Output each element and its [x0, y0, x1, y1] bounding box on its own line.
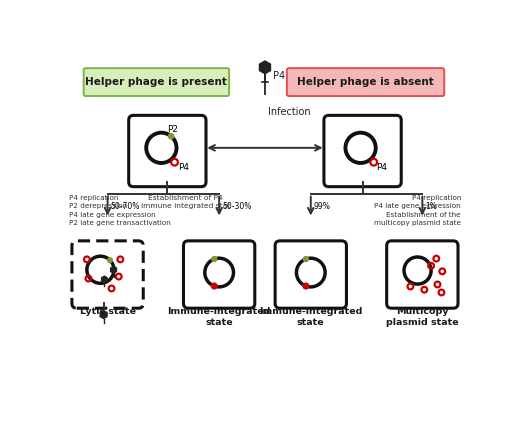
Text: 50-30%: 50-30%: [222, 202, 252, 211]
Circle shape: [212, 257, 217, 262]
Text: Helper phage is present: Helper phage is present: [85, 77, 227, 87]
Polygon shape: [102, 276, 107, 283]
Circle shape: [303, 257, 308, 262]
Polygon shape: [260, 61, 270, 74]
FancyBboxPatch shape: [129, 115, 206, 186]
Text: P4: P4: [273, 71, 285, 81]
FancyBboxPatch shape: [275, 241, 346, 308]
Text: Immune-integrated
state: Immune-integrated state: [168, 307, 271, 328]
Circle shape: [169, 134, 174, 139]
Text: P4: P4: [178, 163, 190, 172]
FancyBboxPatch shape: [84, 68, 229, 96]
Polygon shape: [111, 267, 116, 273]
Polygon shape: [100, 311, 107, 319]
Text: Establishment of P4
immune integrated stat: Establishment of P4 immune integrated st…: [141, 195, 230, 210]
FancyBboxPatch shape: [184, 241, 255, 308]
Text: P2: P2: [168, 125, 178, 134]
Text: Infection: Infection: [268, 107, 311, 117]
FancyBboxPatch shape: [72, 241, 143, 308]
Text: 1%: 1%: [425, 202, 437, 211]
Text: Immune-integrated
state: Immune-integrated state: [259, 307, 362, 328]
Text: Lytic state: Lytic state: [80, 307, 135, 316]
Text: Helper phage is absent: Helper phage is absent: [297, 77, 434, 87]
Text: 99%: 99%: [314, 202, 331, 211]
Text: P4 replication
P2 derepression
P4 late gene expression
P2 late gene transactivat: P4 replication P2 derepression P4 late g…: [69, 195, 171, 226]
Circle shape: [303, 283, 309, 289]
Text: P4: P4: [376, 163, 387, 172]
Text: Multicopy
plasmid state: Multicopy plasmid state: [386, 307, 459, 328]
Text: 50-70%: 50-70%: [111, 202, 140, 211]
Circle shape: [211, 283, 217, 289]
FancyBboxPatch shape: [287, 68, 444, 96]
FancyBboxPatch shape: [387, 241, 458, 308]
Circle shape: [108, 258, 112, 263]
Text: P4 replication
P4 late gene expression
Establishment of the
multicopy plasmid st: P4 replication P4 late gene expression E…: [374, 195, 461, 226]
FancyBboxPatch shape: [324, 115, 401, 186]
